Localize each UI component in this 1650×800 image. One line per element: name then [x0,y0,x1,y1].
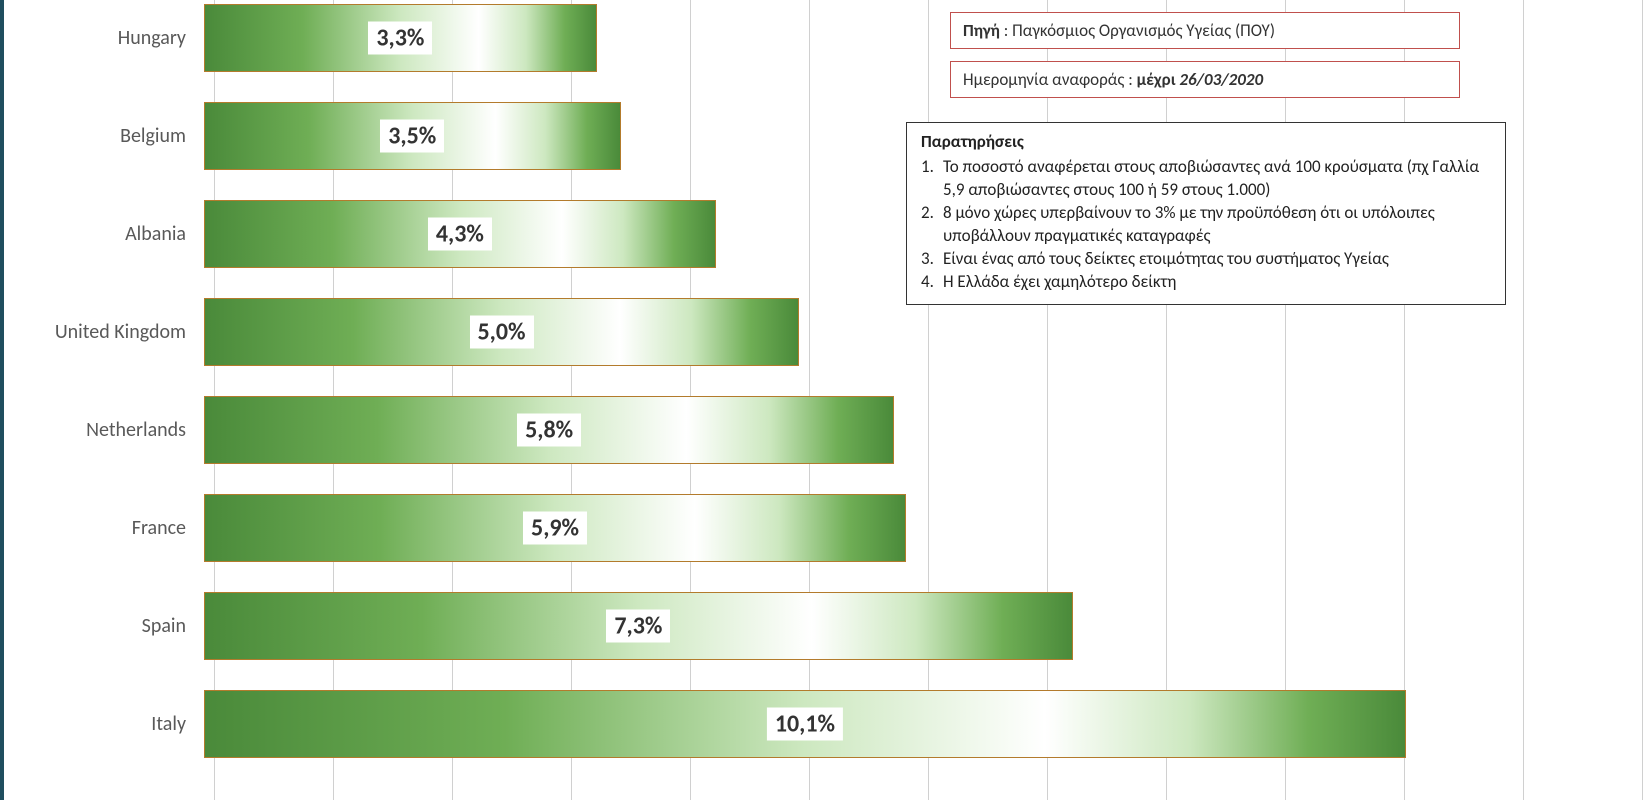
notes-item-text: Η Ελλάδα έχει χαμηλότερο δείκτη [943,271,1491,294]
bar: 3,5% [204,102,621,170]
category-label: Albania [4,222,204,246]
notes-list: 1.Το ποσοστό αναφέρεται στους αποβιώσαντ… [921,156,1491,294]
notes-item-text: Είναι ένας από τους δείκτες ετοιμότητας … [943,248,1491,271]
notes-item-number: 1. [921,156,943,202]
category-label: Hungary [4,26,204,50]
notes-item-text: 8 μόνο χώρες υπερβαίνουν το 3% με την πρ… [943,202,1491,248]
category-label: Spain [4,614,204,638]
category-label: France [4,516,204,540]
bar-value-label: 7,3% [606,610,670,643]
date-value: 26/03/2020 [1179,69,1263,90]
bar-value-label: 5,9% [523,512,587,545]
date-box: Ημερομηνία αναφοράς : μέχρι 26/03/2020 [950,61,1460,98]
notes-item: 1.Το ποσοστό αναφέρεται στους αποβιώσαντ… [921,156,1491,202]
bar: 3,3% [204,4,597,72]
bar-value-label: 5,0% [469,316,533,349]
category-label: Belgium [4,124,204,148]
source-box: Πηγή : Παγκόσμιος Οργανισμός Υγείας (ΠΟΥ… [950,12,1460,49]
source-prefix: Πηγή [963,20,1000,41]
notes-item-number: 2. [921,202,943,248]
bar-value-label: 4,3% [428,218,492,251]
notes-item-text: Το ποσοστό αναφέρεται στους αποβιώσαντες… [943,156,1491,202]
bar: 5,9% [204,494,906,562]
notes-item: 3.Είναι ένας από τους δείκτες ετοιμότητα… [921,248,1491,271]
bar: 5,0% [204,298,799,366]
notes-box: Παρατηρήσεις 1.Το ποσοστό αναφέρεται στο… [906,122,1506,305]
bar-value-label: 10,1% [767,708,843,741]
date-value-prefix: μέχρι [1137,69,1176,90]
category-label: Italy [4,712,204,736]
bar-value-label: 3,5% [380,120,444,153]
bar-value-label: 3,3% [368,22,432,55]
notes-item: 2.8 μόνο χώρες υπερβαίνουν το 3% με την … [921,202,1491,248]
chart-row: France 5,9% [4,493,1650,563]
source-text: Παγκόσμιος Οργανισμός Υγείας (ΠΟΥ) [1012,20,1275,41]
date-prefix: Ημερομηνία αναφοράς : [963,69,1133,90]
category-label: Netherlands [4,418,204,442]
bar: 5,8% [204,396,894,464]
bar: 10,1% [204,690,1406,758]
chart-area: Hungary 3,3% Belgium 3,5% Albania 4,3% United … [4,0,1650,800]
notes-title: Παρατηρήσεις [921,131,1491,154]
category-label: United Kingdom [4,320,204,344]
bar: 7,3% [204,592,1073,660]
chart-row: Italy 10,1% [4,689,1650,759]
chart-row: Netherlands 5,8% [4,395,1650,465]
chart-row: Spain 7,3% [4,591,1650,661]
notes-item-number: 3. [921,248,943,271]
notes-item: 4.Η Ελλάδα έχει χαμηλότερο δείκτη [921,271,1491,294]
notes-item-number: 4. [921,271,943,294]
bar: 4,3% [204,200,716,268]
chart-row: United Kingdom 5,0% [4,297,1650,367]
bar-value-label: 5,8% [517,414,581,447]
info-boxes: Πηγή : Παγκόσμιος Οργανισμός Υγείας (ΠΟΥ… [950,12,1460,110]
